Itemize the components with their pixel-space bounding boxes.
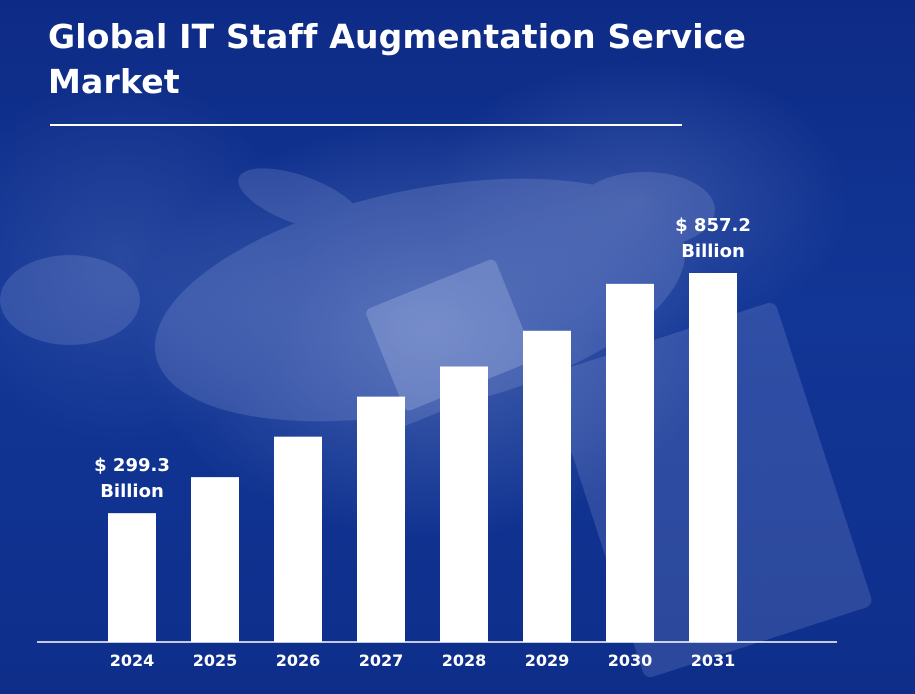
bar-2028 bbox=[440, 366, 488, 642]
title-underline bbox=[50, 124, 682, 126]
x-tick-label-2030: 2030 bbox=[608, 651, 653, 670]
bar-2031 bbox=[689, 273, 737, 642]
chart-title: Global IT Staff Augmentation Service Mar… bbox=[48, 17, 747, 101]
x-tick-label-2031: 2031 bbox=[691, 651, 736, 670]
bar-2030 bbox=[606, 283, 654, 642]
bar-2024 bbox=[108, 513, 156, 642]
x-tick-label-2024: 2024 bbox=[110, 651, 155, 670]
bar-2025 bbox=[191, 477, 239, 642]
x-tick-label-2026: 2026 bbox=[276, 651, 321, 670]
data-label-2024-line-2: Billion bbox=[100, 481, 164, 502]
x-tick-label-2029: 2029 bbox=[525, 651, 570, 670]
data-label-2031-line-1: $ 857.2 bbox=[675, 215, 751, 236]
x-tick-label-2028: 2028 bbox=[442, 651, 487, 670]
data-label-2024-line-1: $ 299.3 bbox=[94, 455, 170, 476]
x-tick-label-2027: 2027 bbox=[359, 651, 404, 670]
bar-2026 bbox=[274, 436, 322, 642]
bar-2027 bbox=[357, 396, 405, 642]
data-label-2031-line-2: Billion bbox=[681, 241, 745, 262]
bar-2029 bbox=[523, 330, 571, 642]
x-tick-label-2025: 2025 bbox=[193, 651, 238, 670]
